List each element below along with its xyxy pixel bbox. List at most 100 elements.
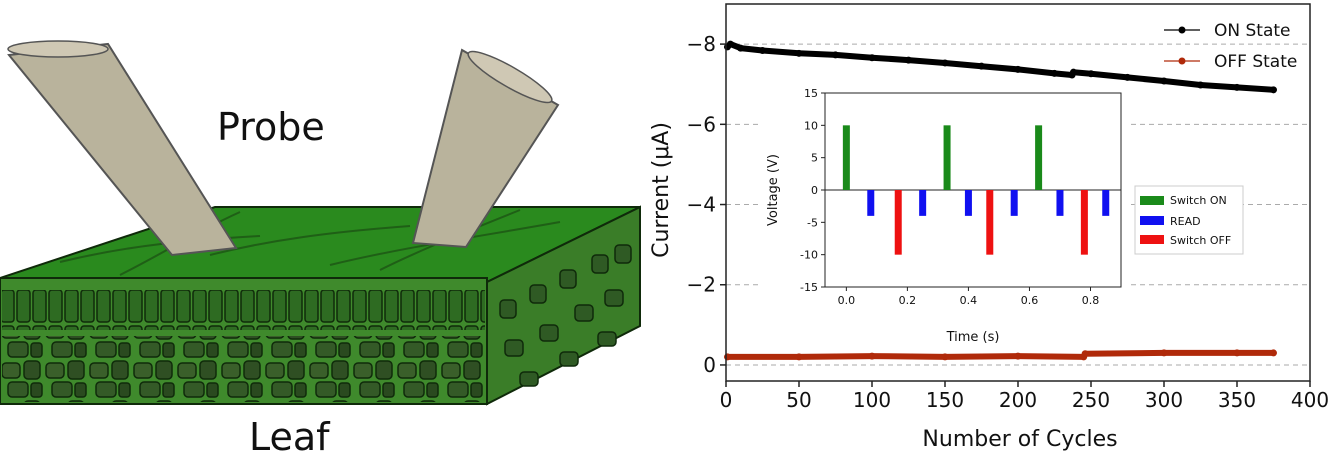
probe-left-tip xyxy=(7,40,109,58)
main-data-point xyxy=(1160,77,1168,85)
main-data-point xyxy=(1014,352,1022,360)
inset-bar-switch-on xyxy=(842,125,850,190)
main-data-point xyxy=(832,51,839,59)
leaf-label: Leaf xyxy=(249,415,331,454)
inset-bars xyxy=(842,125,1110,255)
inset-x-tick-label: 0.4 xyxy=(960,294,978,307)
main-data-point xyxy=(1087,70,1095,78)
main-y-tick-label: 0 xyxy=(703,353,716,377)
inset-bar-switch-off xyxy=(1080,190,1088,255)
probe-left xyxy=(7,42,238,257)
main-data-point xyxy=(868,352,876,360)
legend-label-off: OFF State xyxy=(1214,52,1297,72)
main-data-point xyxy=(1270,349,1277,357)
inset-legend-swatch-on xyxy=(1140,196,1164,205)
inset-x-axis-label: Time (s) xyxy=(946,330,1000,345)
main-data-point xyxy=(1124,73,1131,81)
main-data-point xyxy=(759,47,766,55)
main-x-tick-label: 50 xyxy=(786,388,811,412)
inset-bar-read xyxy=(1056,190,1064,216)
leaf-palisade-layer xyxy=(2,290,485,330)
main-y-tick-label: −6 xyxy=(687,112,716,136)
inset-bar-read xyxy=(1102,190,1110,216)
inset-x-tick-label: 0.6 xyxy=(1021,294,1039,307)
main-data-point xyxy=(726,40,734,48)
main-data-point xyxy=(737,44,745,52)
main-x-tick-label: 100 xyxy=(853,388,891,412)
inset-y-axis-label: Voltage (V) xyxy=(766,154,781,226)
main-x-tick-label: 0 xyxy=(720,388,733,412)
inset-bar-read xyxy=(867,190,875,216)
inset-bar-read xyxy=(919,190,927,216)
main-data-point xyxy=(1160,349,1168,357)
main-x-ticks: 0 50 100 150 200 250 300 350 400 xyxy=(720,381,1329,412)
main-y-tick-label: −8 xyxy=(687,32,716,56)
inset-bar-switch-off xyxy=(894,190,902,255)
inset-x-tick-label: 0.2 xyxy=(899,294,917,307)
main-data-point xyxy=(1233,83,1241,91)
inset-legend-label-on: Switch ON xyxy=(1170,194,1227,207)
legend-label-on: ON State xyxy=(1214,21,1291,41)
main-data-point xyxy=(1270,86,1277,94)
main-x-tick-label: 200 xyxy=(999,388,1037,412)
inset-y-tick-label: 15 xyxy=(804,87,818,100)
inset-y-tick-label: 10 xyxy=(804,119,818,132)
main-legend: ON State OFF State xyxy=(1164,21,1297,72)
main-y-ticks: 0 −2 −4 −6 −8 xyxy=(687,32,726,377)
main-x-tick-label: 400 xyxy=(1291,388,1329,412)
current-vs-cycles-chart: 0 50 100 150 200 250 300 350 400 0−2−4−6−8 Numbe… xyxy=(649,3,1329,452)
main-data-point xyxy=(723,353,731,361)
main-data-point xyxy=(795,49,803,57)
main-series xyxy=(723,40,1277,361)
inset-x-tick-label: 0.8 xyxy=(1082,294,1100,307)
inset-x-ticks: 0.0 0.2 0.4 0.6 0.8 xyxy=(838,287,1100,307)
main-data-point xyxy=(1014,65,1022,73)
inset-legend: Switch ON READ Switch OFF xyxy=(1134,185,1244,255)
inset-y-tick-label: -15 xyxy=(800,281,818,294)
inset-y-tick-label: 0 xyxy=(811,184,818,197)
legend-marker-on xyxy=(1178,26,1186,34)
main-x-tick-label: 250 xyxy=(1072,388,1110,412)
main-data-point xyxy=(978,62,985,70)
leaf-probe-illustration: Probe Leaf xyxy=(0,40,641,454)
probe-label: Probe xyxy=(217,105,325,149)
main-series-line-off xyxy=(724,349,1277,360)
main-data-point xyxy=(1081,350,1089,358)
inset-bar-read xyxy=(964,190,972,216)
inset-y-ticks: 15 10 5 0 -5 -10 -15 xyxy=(800,87,825,294)
main-data-point xyxy=(941,59,949,67)
leaf-spongy-layer xyxy=(2,336,485,402)
inset-x-tick-label: 0.0 xyxy=(838,294,856,307)
inset-legend-label-off: Switch OFF xyxy=(1170,234,1231,247)
main-x-tick-label: 300 xyxy=(1145,388,1183,412)
main-y-tick-label: −2 xyxy=(687,273,716,297)
inset-y-tick-label: 5 xyxy=(811,152,818,165)
main-x-tick-label: 350 xyxy=(1218,388,1256,412)
main-y-tick-label: −4 xyxy=(687,193,716,217)
inset-bar-read xyxy=(1010,190,1018,216)
legend-marker-off xyxy=(1178,57,1186,65)
inset-y-tick-label: -5 xyxy=(807,216,818,229)
main-series-line-on xyxy=(724,41,1277,93)
main-data-point xyxy=(1069,68,1077,76)
main-data-point xyxy=(905,56,912,64)
main-x-tick-label: 150 xyxy=(926,388,964,412)
main-data-point xyxy=(1233,349,1241,357)
inset-bar-switch-off xyxy=(986,190,994,255)
leaf-side-cells xyxy=(499,244,632,387)
main-data-point xyxy=(1051,69,1058,77)
main-data-point xyxy=(1197,81,1204,89)
main-y-axis-label: Current (μA) xyxy=(649,122,674,258)
main-data-point xyxy=(941,353,949,361)
inset-legend-swatch-off xyxy=(1140,235,1164,244)
inset-legend-swatch-read xyxy=(1140,216,1164,225)
inset-y-tick-label: -10 xyxy=(800,249,818,262)
inset-bar-switch-on xyxy=(1035,125,1043,190)
inset-legend-label-read: READ xyxy=(1170,215,1201,228)
main-x-axis-label: Number of Cycles xyxy=(922,427,1117,452)
probe-right-tip xyxy=(467,50,553,104)
main-data-point xyxy=(868,54,876,62)
inset-bar-switch-on xyxy=(943,125,951,190)
